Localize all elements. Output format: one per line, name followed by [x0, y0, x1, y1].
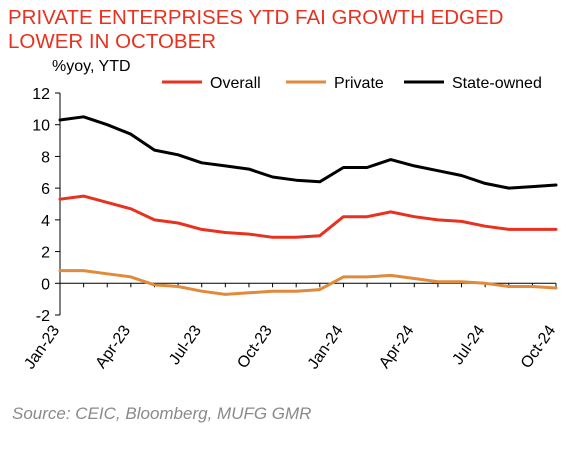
y-tick-label: 2 — [41, 245, 50, 262]
x-tick-label: Oct-23 — [234, 322, 276, 371]
series-line-overall — [58, 194, 558, 239]
x-tick-label: Apr-24 — [376, 322, 418, 371]
y-tick-label: 6 — [41, 181, 50, 198]
x-tick-label: Jul-23 — [166, 322, 205, 368]
x-tick-label: Apr-23 — [93, 322, 135, 371]
axes: -2 0 2 4 6 8 10 12 Jan-23 Apr-23 Jul-23 Oct-23 Jan-2… — [21, 86, 559, 372]
x-tick-label: Oct-24 — [518, 322, 560, 371]
chart-title: PRIVATE ENTERPRISES YTD FAI GROWTH EDGED… — [8, 6, 504, 53]
series-lines — [58, 115, 558, 296]
y-tick-label: 10 — [32, 118, 50, 135]
source-note: Source: CEIC, Bloomberg, MUFG GMR — [12, 404, 312, 423]
legend-label-state-owned: State-owned — [452, 75, 542, 92]
y-tick-label: 0 — [41, 276, 50, 293]
legend: Overall Private State-owned — [162, 75, 542, 92]
legend-label-private: Private — [334, 75, 384, 92]
legend-label-overall: Overall — [210, 75, 261, 92]
y-tick-label: -2 — [36, 308, 50, 325]
y-tick-label: 8 — [41, 149, 50, 166]
y-axis-label: %yoy, YTD — [52, 58, 131, 75]
y-tick-label: 4 — [41, 213, 50, 230]
x-tick-label: Jul-24 — [449, 322, 488, 368]
x-tick-label: Jan-23 — [21, 322, 63, 372]
series-line-state-owned — [58, 115, 558, 190]
series-line-private — [58, 269, 558, 296]
y-tick-label: 12 — [32, 86, 50, 103]
x-tick-label: Jan-24 — [305, 322, 347, 372]
